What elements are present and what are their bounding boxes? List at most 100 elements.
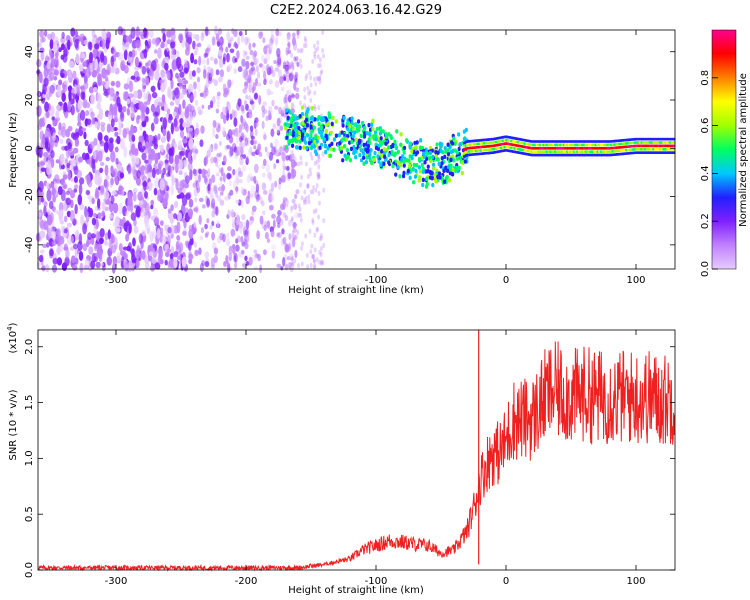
spectrogram-cell [278,106,282,115]
spectrogram-cell [131,258,137,264]
spectrogram-cell [162,32,166,43]
spectrogram-cell [96,198,101,209]
spectrogram-cell [420,155,424,161]
spectrogram-cell [291,153,295,159]
spectrogram-cell [240,104,245,112]
spectrogram-cell [321,30,325,36]
spectrogram-cell [39,29,45,38]
spectrogram-cell [443,145,447,151]
spectrogram-cell [113,126,118,132]
spectrogram-cell [261,64,266,73]
spectrogram-cell [362,142,366,148]
spectrogram-cell [117,164,123,172]
snr-y-label: SNR (10 * v/v) [8,389,19,460]
spectrogram-cell [64,158,69,164]
spectrogram-cell [232,43,237,48]
spectrogram-cell [292,123,296,128]
spectrogram-cell [212,184,218,192]
spectrogram-cell [79,85,85,91]
spectrogram-cell [382,161,386,167]
spectrogram-cell [313,54,317,60]
spectrogram-cell [104,76,109,82]
spectrogram-cell [308,89,312,95]
spectrogram-cell [240,132,245,139]
spectrogram-cell [74,30,79,38]
spectrogram-cell [67,39,71,51]
spectrogram-cell [252,52,257,61]
spectrogram-cell [372,157,376,163]
spectrogram-cell [271,99,275,107]
spectrogram-cell [192,168,197,175]
spectrogram-cell [282,169,286,178]
spectrogram-cell [231,129,236,136]
spectrogram-cell [235,149,239,157]
spectrogram-cell [133,225,139,234]
spectrogram-cell [60,126,66,138]
spectrogram-cell [177,250,182,261]
spectrogram-cell [218,58,224,69]
spectrogram-cell [282,161,286,171]
spectrogram-cell [139,209,146,218]
spectrogram-cell [314,187,318,193]
spectrogram-cell [63,49,69,57]
spectrogram-cell [286,77,290,83]
spectrogram-cell [268,193,273,203]
spectrogram-cell [215,189,219,198]
spectrogram-cell [410,154,414,160]
spectrogram-cell [309,133,313,138]
spectrogram-cell [238,30,243,37]
spectrogram-cell [245,103,249,111]
spectrogram-cell [104,164,109,177]
spectrogram-cell [91,117,95,125]
spectrogram-cell [193,241,197,249]
spectrogram-cell [154,177,160,189]
spectrogram-cell [68,89,72,102]
spectrogram-cell [213,185,218,195]
spectrogram-cell [154,49,158,54]
spectrogram-cell [198,247,202,256]
spectrogram-cell [59,138,64,145]
spectrogram-cell [266,220,271,229]
spectrogram-cell [424,184,429,189]
spectrogram-cell [249,193,254,198]
spectrogram-cell [313,264,316,270]
spectrogram-cell [317,157,321,163]
spectrogram-cell [259,196,263,205]
spectrogram-cell [100,262,104,267]
snr-y-tick-label: 0.0 [24,562,35,578]
spectrogram-cell [203,65,207,75]
spectrogram-cell [224,106,230,114]
spectrogram-cell [306,183,310,189]
spectrogram-cell [242,49,246,58]
spectrogram-cell [187,162,193,171]
spectrogram-cell [74,128,80,140]
spectrogram-cell [60,36,66,44]
spectrogram-cell [276,129,281,136]
spectrogram-cell [312,254,315,260]
spectrogram-x-label: Height of straight line (km) [288,285,424,296]
spectrogram-cell [287,172,292,180]
snr-x-tick-label: -300 [105,576,128,587]
spectrogram-cell [306,107,310,112]
spectrogram-cell [205,195,209,205]
spectrogram-cell [191,70,196,77]
spectrogram-cell [138,101,144,111]
spectrogram-cell [328,153,333,158]
spectrogram-cell [167,35,171,44]
spectrogram-cell [296,87,299,93]
spectrogram-cell [183,67,189,74]
spectrogram-cell [373,150,377,156]
spectrogram-cell [150,199,155,206]
spectrogram-cell [72,70,77,79]
spectrogram-cell [160,144,165,153]
spectrogram-cell [313,104,317,110]
spectrogram-cell [286,115,290,121]
spectrogram-cell [127,194,133,207]
spectrogram-cell [271,251,276,260]
spectrogram-cell [317,214,320,220]
spectrogram-y-tick-label: 20 [24,94,35,107]
spectrogram-cell [48,182,55,189]
spectrogram-cell [446,168,450,173]
